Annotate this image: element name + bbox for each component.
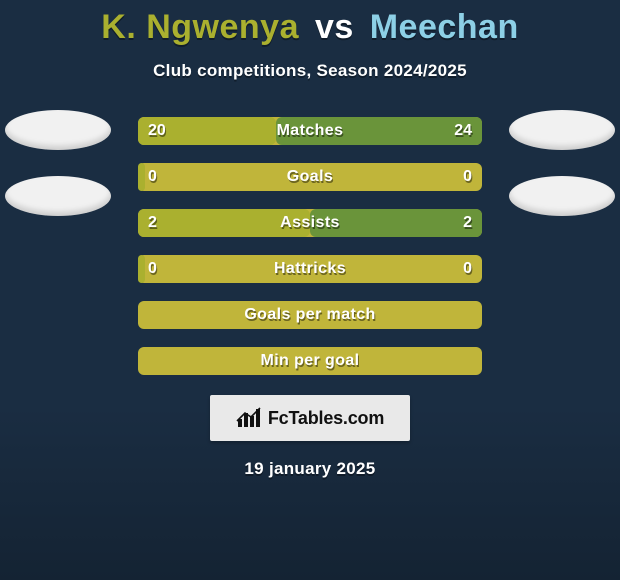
subtitle: Club competitions, Season 2024/2025: [0, 61, 620, 81]
avatar-col-left: [0, 110, 118, 216]
avatar-placeholder: [5, 176, 111, 216]
bar-label: Min per goal: [138, 352, 482, 370]
stat-bar: Min per goal: [138, 347, 482, 375]
avatar-placeholder: [5, 110, 111, 150]
stat-bar: Goals per match: [138, 301, 482, 329]
title: K. Ngwenya vs Meechan: [0, 8, 620, 47]
datestamp: 19 january 2025: [0, 459, 620, 479]
brand-plate: FcTables.com: [210, 395, 410, 441]
bar-label: Matches: [138, 122, 482, 140]
stat-bar: 00Hattricks: [138, 255, 482, 283]
bar-label: Goals: [138, 168, 482, 186]
player1-name: K. Ngwenya: [101, 8, 299, 46]
stat-bar: 2024Matches: [138, 117, 482, 145]
player2-name: Meechan: [370, 8, 519, 46]
avatar-placeholder: [509, 110, 615, 150]
comparison-card: K. Ngwenya vs Meechan Club competitions,…: [0, 0, 620, 479]
stat-bars: 2024Matches 00Goals 22Assists 00Hattricks Go…: [138, 117, 482, 375]
avatar-col-right: [502, 110, 620, 216]
stat-bar: 00Goals: [138, 163, 482, 191]
brand-text: FcTables.com: [268, 408, 384, 429]
avatar-placeholder: [509, 176, 615, 216]
bar-label: Goals per match: [138, 306, 482, 324]
bar-chart-icon: [236, 407, 262, 429]
stat-bar: 22Assists: [138, 209, 482, 237]
bar-label: Hattricks: [138, 260, 482, 278]
title-vs: vs: [315, 8, 354, 46]
bar-label: Assists: [138, 214, 482, 232]
